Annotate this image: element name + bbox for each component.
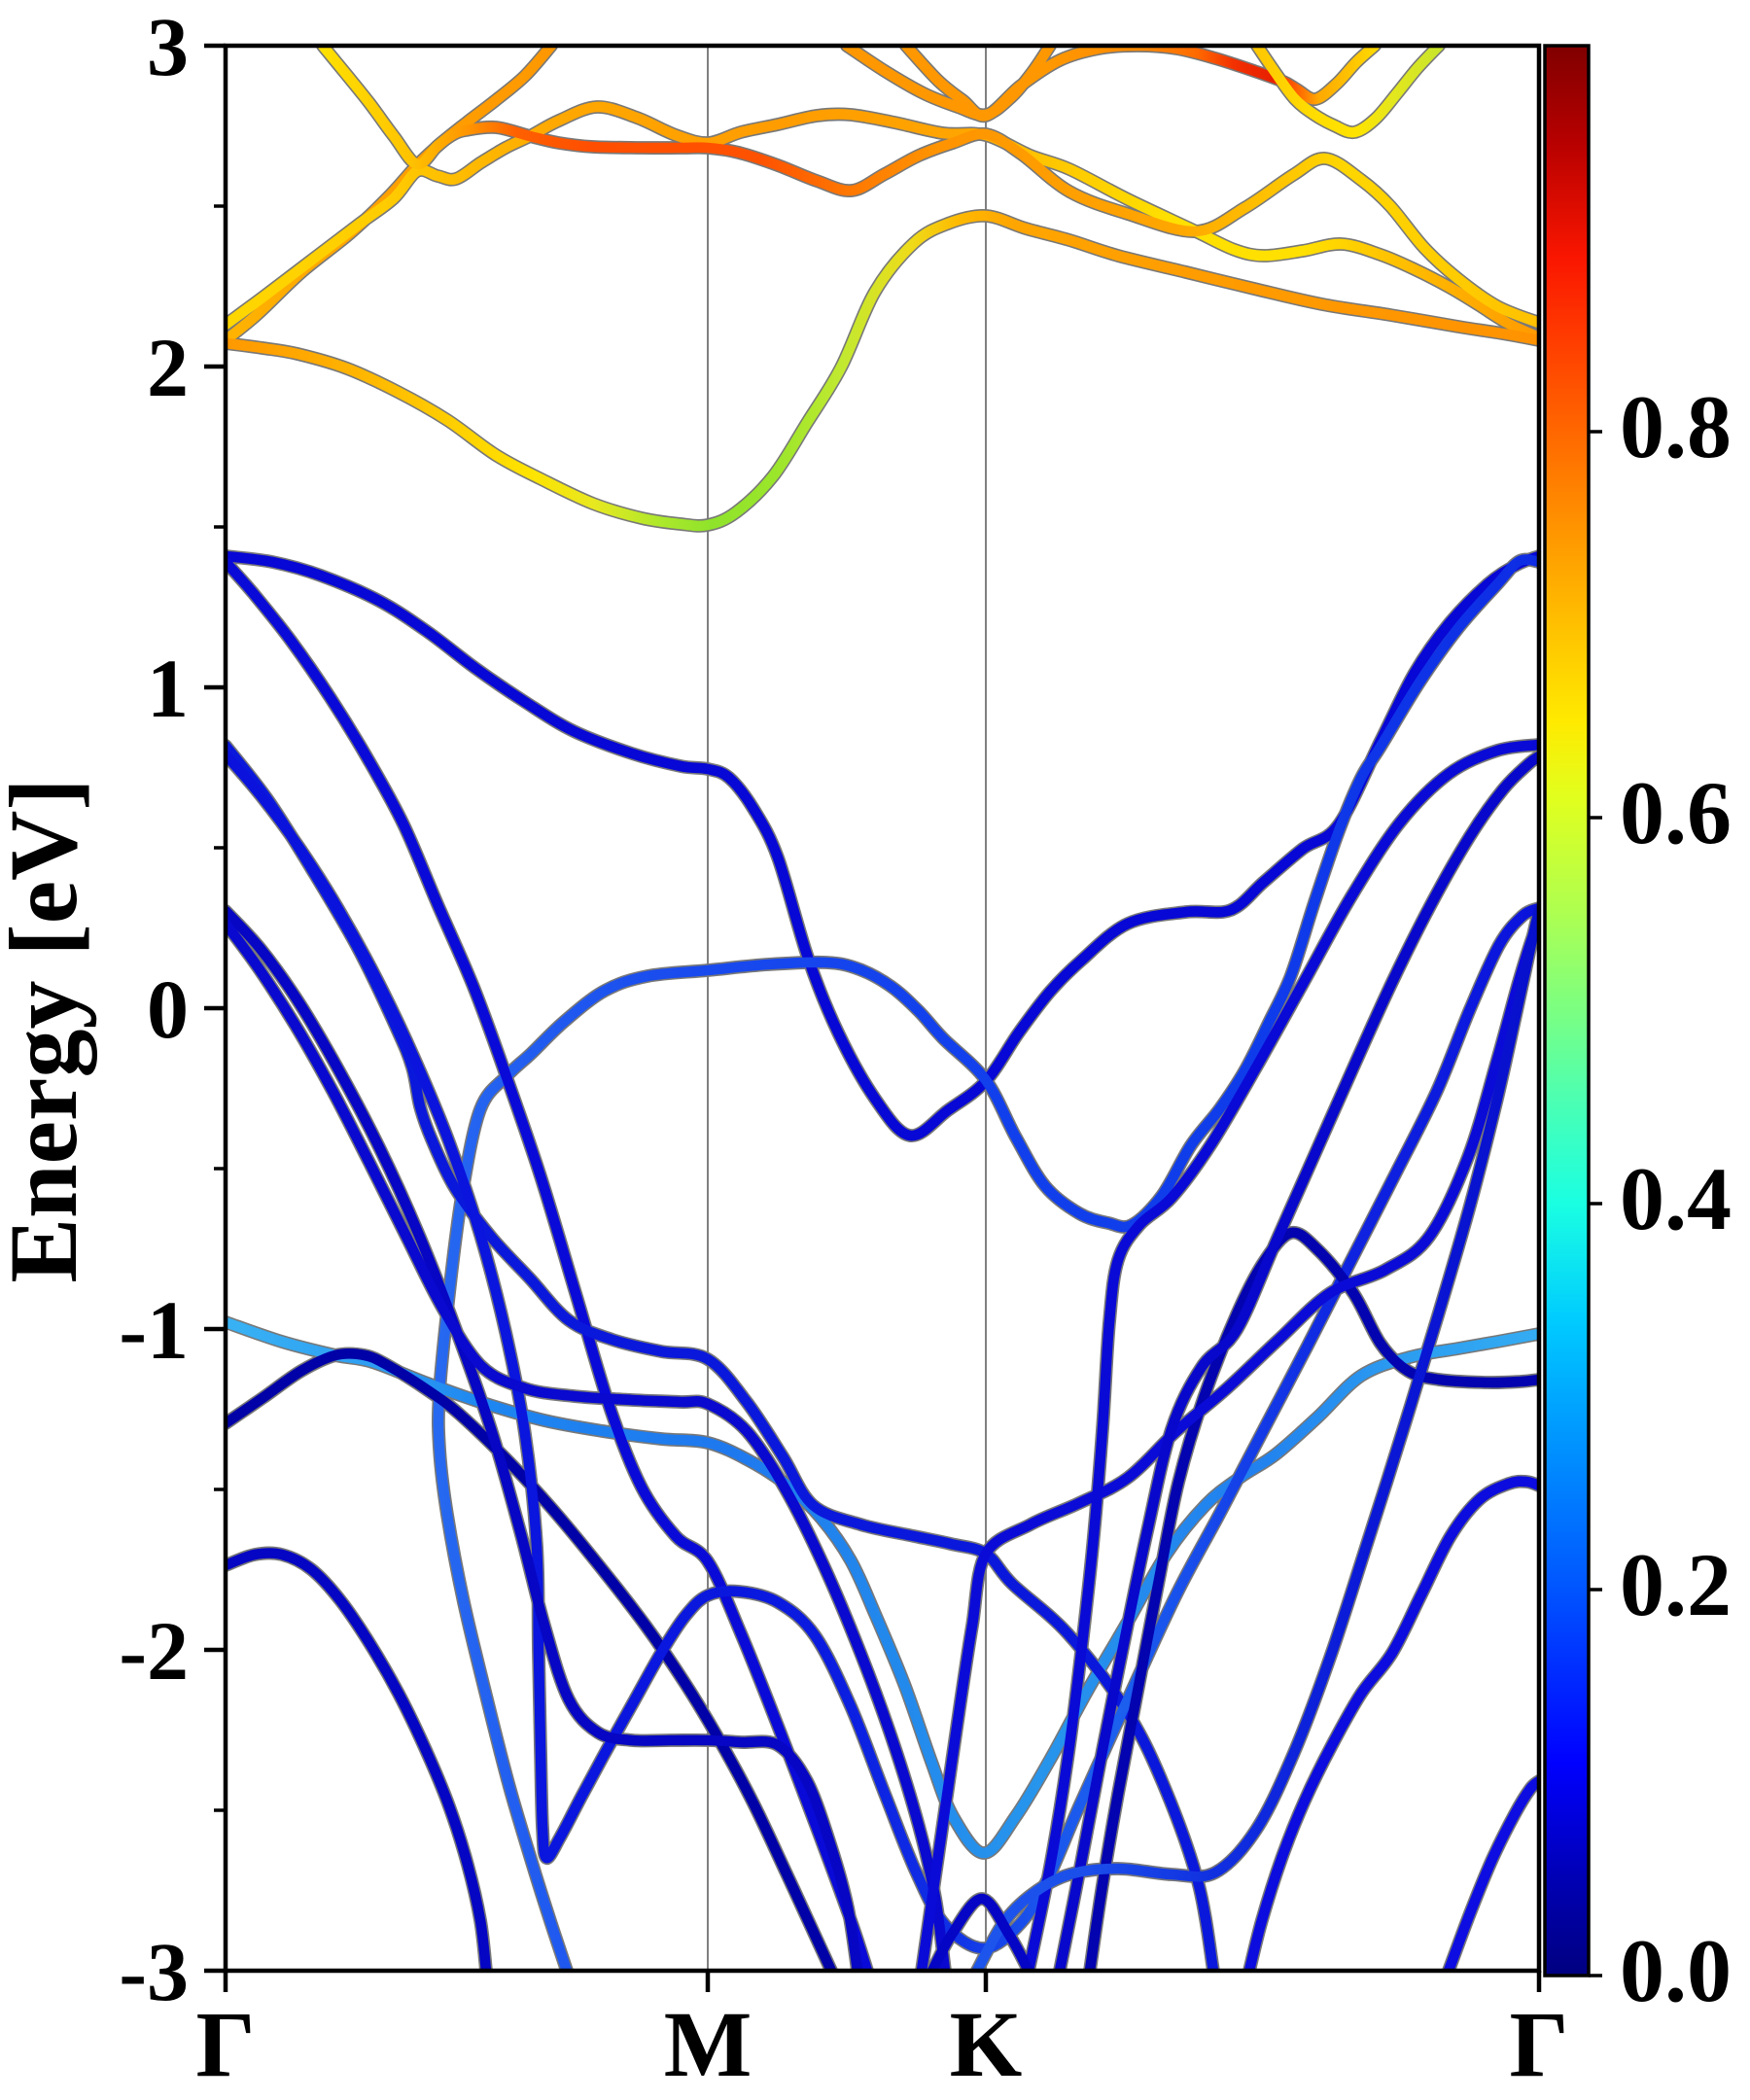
svg-text:-2: -2 [119,1604,189,1698]
svg-text:K: K [950,1992,1023,2096]
svg-text:-1: -1 [119,1283,189,1377]
svg-text:3: 3 [147,0,189,93]
svg-text:0: 0 [147,962,189,1056]
svg-text:0.2: 0.2 [1620,1535,1732,1634]
svg-text:-3: -3 [119,1925,189,2018]
svg-text:0.6: 0.6 [1620,763,1732,862]
svg-text:Γ: Γ [195,1992,255,2096]
svg-text:0.8: 0.8 [1620,377,1732,476]
svg-text:0.4: 0.4 [1620,1149,1732,1248]
svg-text:0.0: 0.0 [1620,1921,1732,2020]
svg-text:2: 2 [147,321,189,414]
svg-text:Energy [eV]: Energy [eV] [0,778,97,1282]
svg-text:M: M [664,1992,752,2096]
svg-text:1: 1 [147,642,189,735]
svg-text:Γ: Γ [1509,1992,1568,2096]
